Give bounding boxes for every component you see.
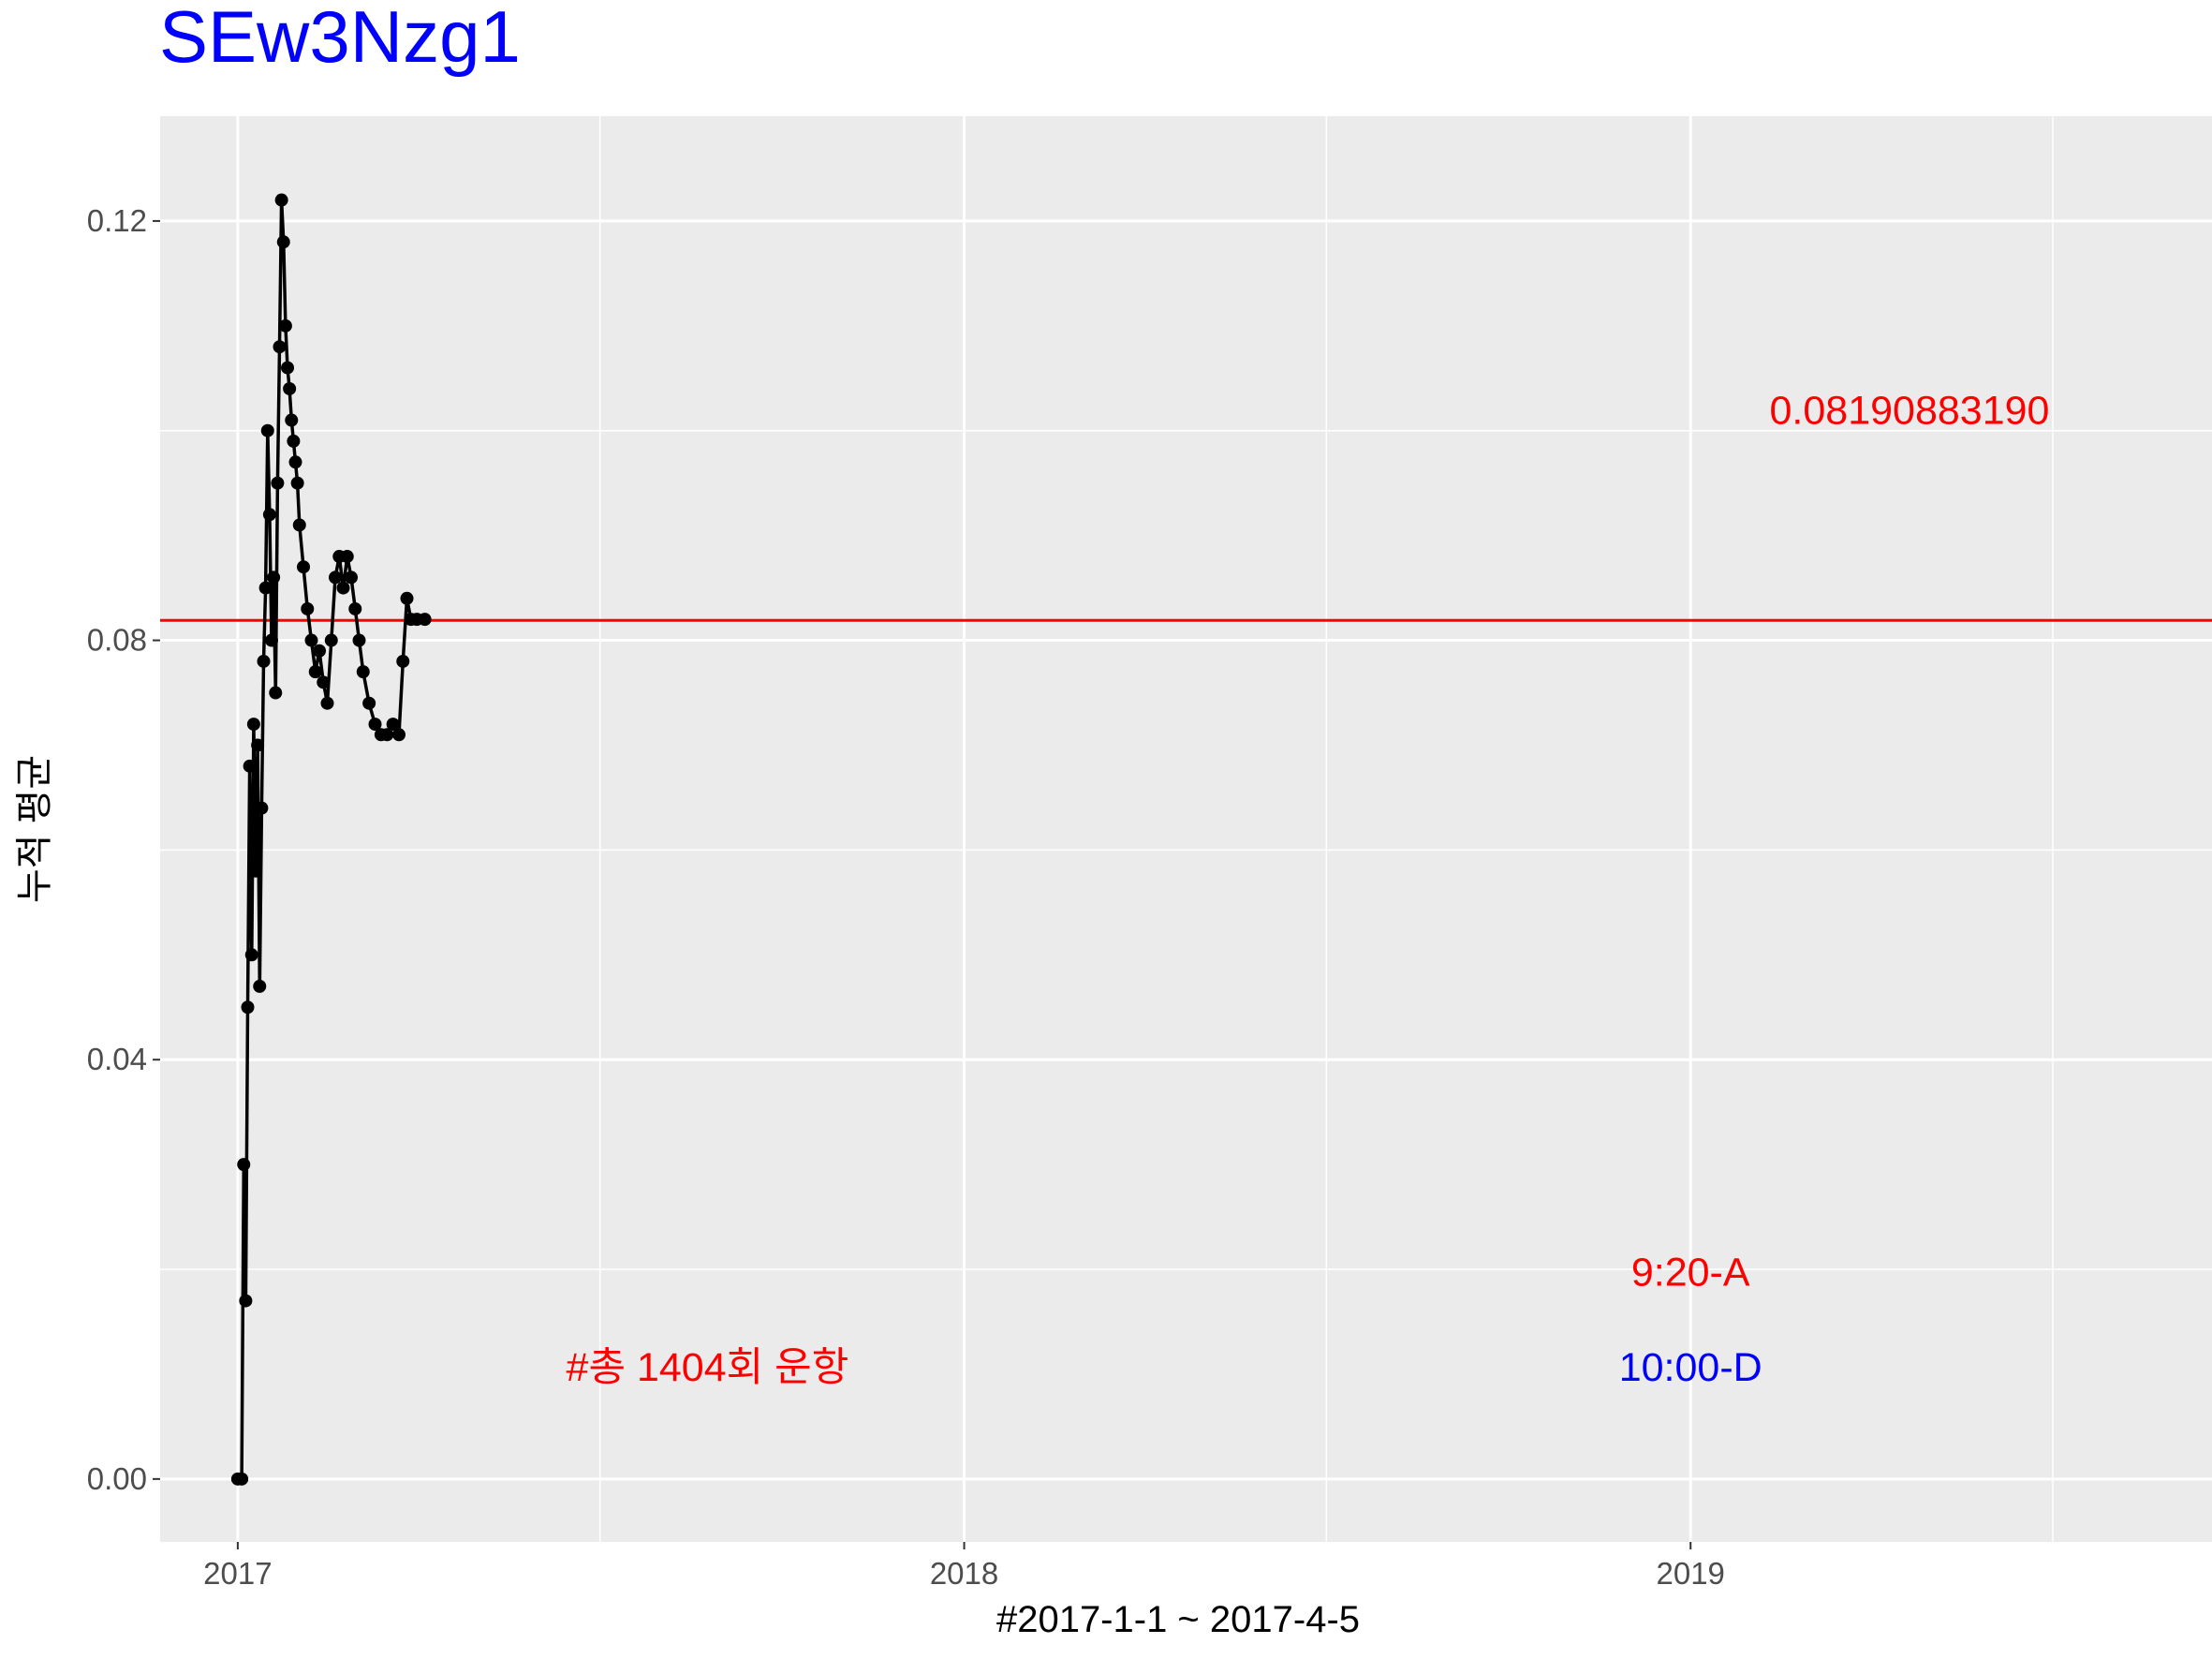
data-point (271, 476, 285, 490)
y-tick-label: 0.04 (87, 1042, 147, 1076)
data-point (304, 633, 318, 647)
data-point (362, 696, 376, 710)
data-point (418, 613, 432, 627)
data-point (287, 434, 301, 448)
x-axis-title: #2017-1-1 ~ 2017-4-5 (996, 1599, 1360, 1640)
y-axis-title: 누적 평균 (14, 755, 55, 903)
annotations: 0.08190883190 9:20-A 10:00-D #총 1404회 운항 (567, 388, 2050, 1390)
data-point (281, 361, 295, 375)
data-point (258, 581, 273, 595)
series-group (230, 193, 432, 1486)
data-point (269, 686, 283, 700)
data-point (297, 560, 311, 574)
data-point (301, 601, 315, 615)
y-tick-label: 0.08 (87, 623, 147, 658)
data-point (243, 759, 257, 773)
data-point (400, 591, 414, 605)
data-point (356, 665, 370, 679)
data-point (285, 413, 299, 427)
annotation-label: #총 1404회 운항 (567, 1345, 849, 1390)
x-tick-label: 2017 (203, 1556, 272, 1591)
minor-gridlines (160, 116, 2212, 1542)
annotation-label: 0.08190883190 (1770, 388, 2050, 433)
data-point (249, 864, 263, 878)
data-point (348, 601, 362, 615)
data-point (246, 718, 260, 732)
data-point (329, 570, 343, 585)
data-point (392, 728, 406, 742)
data-point (396, 654, 410, 668)
plot-panel (160, 116, 2212, 1542)
data-point (324, 633, 338, 647)
x-tick-label: 2019 (1657, 1556, 1725, 1591)
data-point (241, 1000, 255, 1015)
data-point (274, 193, 288, 207)
data-point (368, 718, 382, 732)
data-point (345, 570, 359, 585)
data-point (317, 675, 331, 689)
data-point (257, 654, 271, 668)
data-point (336, 581, 350, 595)
data-point (267, 570, 281, 585)
data-point (255, 801, 269, 815)
data-point (237, 1158, 251, 1172)
data-point (262, 508, 276, 522)
data-point (276, 235, 290, 249)
data-point (320, 696, 334, 710)
data-point (386, 718, 400, 732)
y-axis: 0.00 0.04 0.08 0.12 (87, 203, 160, 1496)
data-point (283, 381, 297, 395)
y-tick-label: 0.12 (87, 203, 147, 238)
data-point (308, 665, 322, 679)
data-point (273, 340, 287, 354)
data-point (235, 1472, 249, 1486)
y-tick-label: 0.00 (87, 1461, 147, 1496)
data-point (253, 979, 267, 993)
data-point (352, 633, 366, 647)
data-point (292, 518, 306, 532)
data-point (244, 948, 258, 962)
data-point (260, 423, 274, 437)
data-point (288, 455, 302, 469)
x-tick-label: 2018 (930, 1556, 998, 1591)
annotation-label: 10:00-D (1619, 1345, 1762, 1390)
data-point (380, 728, 394, 742)
data-point (313, 644, 327, 658)
major-gridlines (160, 116, 2212, 1542)
x-axis: 2017 2018 2019 (203, 1542, 1725, 1591)
data-point (251, 738, 265, 752)
data-point (239, 1294, 253, 1308)
data-point (290, 476, 304, 490)
annotation-label: 9:20-A (1631, 1250, 1750, 1295)
chart-title: SEw3Nzg1 (159, 0, 521, 78)
data-point (265, 633, 279, 647)
data-point (278, 318, 292, 333)
data-point (340, 550, 354, 564)
